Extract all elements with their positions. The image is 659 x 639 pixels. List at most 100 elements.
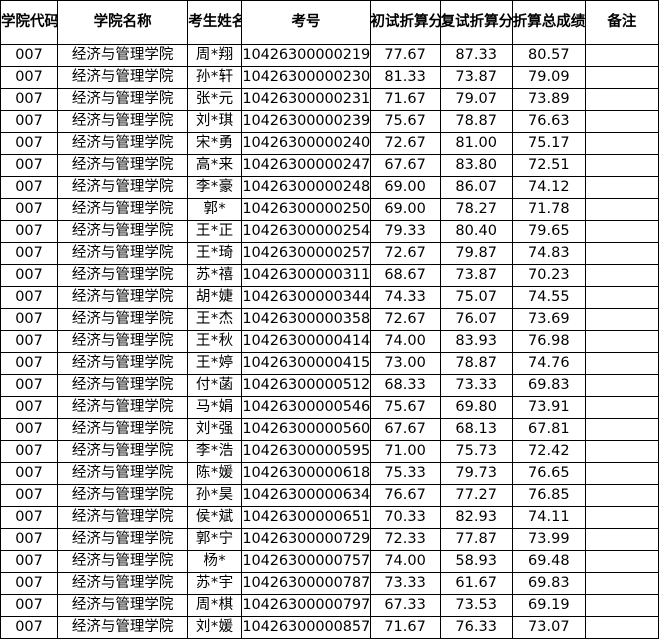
cell-total-score: 67.81: [511, 418, 586, 441]
cell-college-name: 经济与管理学院: [57, 616, 189, 639]
cell-college-code: 007: [0, 132, 59, 155]
cell-student-name: 苏*宇: [187, 572, 243, 595]
cell-college-name: 经济与管理学院: [57, 352, 189, 375]
cell-total-score: 73.69: [511, 308, 586, 331]
cell-college-name: 经济与管理学院: [57, 308, 189, 331]
cell-second-score: 76.07: [439, 308, 513, 331]
cell-total-score: 74.12: [511, 176, 586, 199]
cell-remark: [584, 616, 659, 639]
cell-remark: [584, 374, 659, 397]
cell-second-score: 83.80: [439, 154, 513, 177]
cell-student-name: 郭*: [187, 198, 243, 221]
cell-college-code: 007: [0, 176, 59, 199]
cell-college-code: 007: [0, 66, 59, 89]
table-row: 007 经济与管理学院 郭*宁 104263000007299 72.33 77.87 73…: [0, 528, 659, 551]
cell-remark: [584, 330, 659, 353]
cell-college-name: 经济与管理学院: [57, 110, 189, 133]
cell-exam-no: 104263000002486: [241, 176, 371, 199]
cell-student-name: 王*杰: [187, 308, 243, 331]
cell-total-score: 76.65: [511, 462, 586, 485]
table-row: 007 经济与管理学院 马*娟 104263000005464 75.67 69.80 73…: [0, 396, 659, 419]
cell-college-name: 经济与管理学院: [57, 220, 189, 243]
cell-college-code: 007: [0, 440, 59, 463]
cell-exam-no: 104263000007878: [241, 572, 371, 595]
cell-remark: [584, 88, 659, 111]
cell-total-score: 73.99: [511, 528, 586, 551]
cell-remark: [584, 506, 659, 529]
cell-college-name: 经济与管理学院: [57, 242, 189, 265]
cell-student-name: 王*正: [187, 220, 243, 243]
cell-student-name: 付*菡: [187, 374, 243, 397]
cell-first-score: 67.67: [369, 154, 441, 177]
cell-college-code: 007: [0, 154, 59, 177]
cell-student-name: 孙*轩: [187, 66, 243, 89]
cell-exam-no: 104263000002544: [241, 220, 371, 243]
cell-first-score: 69.00: [369, 198, 441, 221]
cell-college-name: 经济与管理学院: [57, 286, 189, 309]
cell-exam-no: 104263000002399: [241, 110, 371, 133]
cell-remark: [584, 44, 659, 67]
table-row: 007 经济与管理学院 宋*勇 104263000002408 72.67 81.00 75…: [0, 132, 659, 155]
cell-remark: [584, 220, 659, 243]
cell-total-score: 72.42: [511, 440, 586, 463]
cell-student-name: 李*豪: [187, 176, 243, 199]
cell-total-score: 76.63: [511, 110, 586, 133]
cell-college-code: 007: [0, 242, 59, 265]
cell-total-score: 76.98: [511, 330, 586, 353]
cell-student-name: 陈*媛: [187, 462, 243, 485]
table-header-row: 学院代码 学院名称 考生姓名 考号 初试折算分数 复试折算分数 折算总成绩 备注: [0, 0, 659, 45]
cell-second-score: 77.87: [439, 528, 513, 551]
cell-second-score: 78.87: [439, 352, 513, 375]
cell-second-score: 81.00: [439, 132, 513, 155]
cell-first-score: 71.67: [369, 88, 441, 111]
cell-student-name: 周*翔: [187, 44, 243, 67]
cell-exam-no: 104263000004146: [241, 330, 371, 353]
cell-remark: [584, 264, 659, 287]
cell-total-score: 69.83: [511, 572, 586, 595]
cell-exam-no: 104263000004150: [241, 352, 371, 375]
table-row: 007 经济与管理学院 刘*媛 104263000008573 71.67 76.33 73…: [0, 616, 659, 639]
cell-student-name: 苏*禧: [187, 264, 243, 287]
cell-first-score: 73.00: [369, 352, 441, 375]
cell-exam-no: 104263000005464: [241, 396, 371, 419]
table-row: 007 经济与管理学院 李*豪 104263000002486 69.00 86.07 74…: [0, 176, 659, 199]
cell-second-score: 82.93: [439, 506, 513, 529]
table-row: 007 经济与管理学院 孙*昊 104263000006340 76.67 77.27 76…: [0, 484, 659, 507]
table-row: 007 经济与管理学院 刘*强 104263000005601 67.67 68.13 67…: [0, 418, 659, 441]
cell-student-name: 侯*斌: [187, 506, 243, 529]
table-row: 007 经济与管理学院 胡*婕 104263000003442 74.33 75.07 74…: [0, 286, 659, 309]
cell-exam-no: 104263000008573: [241, 616, 371, 639]
cell-remark: [584, 110, 659, 133]
cell-remark: [584, 242, 659, 265]
cell-total-score: 71.78: [511, 198, 586, 221]
cell-student-name: 王*琦: [187, 242, 243, 265]
cell-college-name: 经济与管理学院: [57, 550, 189, 573]
table-row: 007 经济与管理学院 杨* 104263000007573 74.00 58.93 69.…: [0, 550, 659, 573]
cell-first-score: 68.67: [369, 264, 441, 287]
cell-second-score: 75.73: [439, 440, 513, 463]
cell-total-score: 69.19: [511, 594, 586, 617]
cell-exam-no: 104263000003114: [241, 264, 371, 287]
cell-student-name: 李*浩: [187, 440, 243, 463]
cell-first-score: 79.33: [369, 220, 441, 243]
table-row: 007 经济与管理学院 郭* 104263000002506 69.00 78.27 71.…: [0, 198, 659, 221]
cell-student-name: 周*棋: [187, 594, 243, 617]
cell-second-score: 79.07: [439, 88, 513, 111]
cell-college-code: 007: [0, 220, 59, 243]
cell-remark: [584, 308, 659, 331]
cell-second-score: 58.93: [439, 550, 513, 573]
cell-college-name: 经济与管理学院: [57, 484, 189, 507]
cell-first-score: 74.33: [369, 286, 441, 309]
cell-college-code: 007: [0, 110, 59, 133]
cell-remark: [584, 286, 659, 309]
cell-college-code: 007: [0, 396, 59, 419]
cell-total-score: 80.57: [511, 44, 586, 67]
cell-remark: [584, 572, 659, 595]
cell-first-score: 77.67: [369, 44, 441, 67]
cell-second-score: 78.27: [439, 198, 513, 221]
cell-first-score: 74.00: [369, 330, 441, 353]
column-header-student-name: 考生姓名: [187, 0, 243, 45]
cell-total-score: 73.91: [511, 396, 586, 419]
cell-college-name: 经济与管理学院: [57, 88, 189, 111]
cell-exam-no: 104263000002506: [241, 198, 371, 221]
